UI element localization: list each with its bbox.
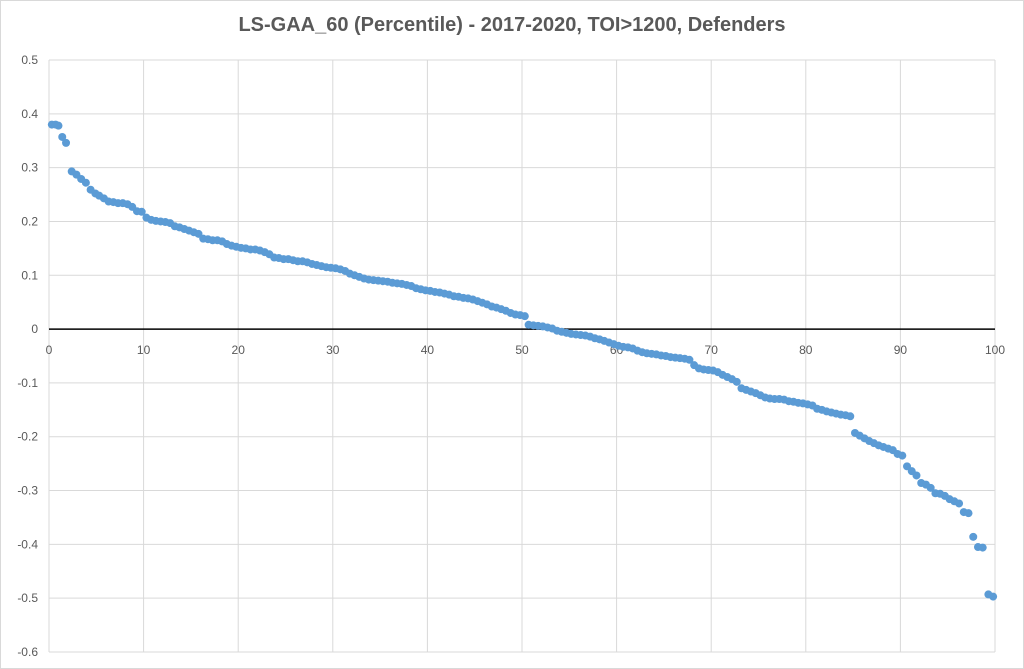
data-point	[137, 207, 146, 216]
y-tick-label: -0.1	[17, 376, 38, 390]
y-tick-label: -0.5	[17, 591, 38, 605]
data-point	[520, 312, 529, 321]
data-point	[989, 592, 998, 601]
data-point	[978, 543, 987, 552]
y-tick-label: 0.1	[21, 268, 38, 282]
x-tick-label: 90	[894, 343, 908, 357]
data-point	[54, 121, 63, 130]
x-tick-label: 80	[799, 343, 813, 357]
y-tick-label: -0.2	[17, 430, 38, 444]
x-tick-label: 0	[46, 343, 53, 357]
chart-title: LS-GAA_60 (Percentile) - 2017-2020, TOI>…	[238, 14, 786, 36]
x-tick-label: 70	[705, 343, 719, 357]
x-tick-label: 100	[985, 343, 1005, 357]
data-point	[912, 471, 921, 480]
x-tick-label: 30	[326, 343, 340, 357]
data-point	[898, 451, 907, 460]
data-points	[47, 120, 998, 601]
y-tick-label: 0.2	[21, 214, 38, 228]
grid-lines	[48, 59, 996, 653]
y-tick-label: 0.5	[21, 53, 38, 67]
data-point	[732, 377, 741, 386]
y-tick-label: -0.6	[17, 645, 38, 659]
x-axis-tick-labels: 0 10 20 30 40 50 60 70 80 90 100	[46, 343, 1006, 357]
y-tick-label: -0.4	[17, 537, 38, 551]
x-tick-label: 20	[232, 343, 246, 357]
x-tick-label: 50	[515, 343, 529, 357]
y-tick-label: 0	[31, 322, 38, 336]
x-tick-label: 10	[137, 343, 151, 357]
data-point	[926, 483, 935, 492]
data-point	[685, 355, 694, 364]
data-point	[846, 412, 855, 421]
y-tick-label: 0.3	[21, 161, 38, 175]
x-tick-label: 40	[421, 343, 435, 357]
data-point	[58, 132, 67, 141]
y-axis-tick-labels: 0.5 0.4 0.3 0.2 0.1 0 -0.1 -0.2 -0.3 -0.4 -0.5 -0.6	[17, 53, 38, 659]
data-point	[955, 499, 964, 508]
y-tick-label: -0.3	[17, 484, 38, 498]
data-point	[81, 178, 90, 187]
data-point	[964, 509, 973, 518]
data-point	[62, 138, 71, 147]
y-tick-label: 0.4	[21, 107, 38, 121]
data-point	[969, 532, 978, 541]
